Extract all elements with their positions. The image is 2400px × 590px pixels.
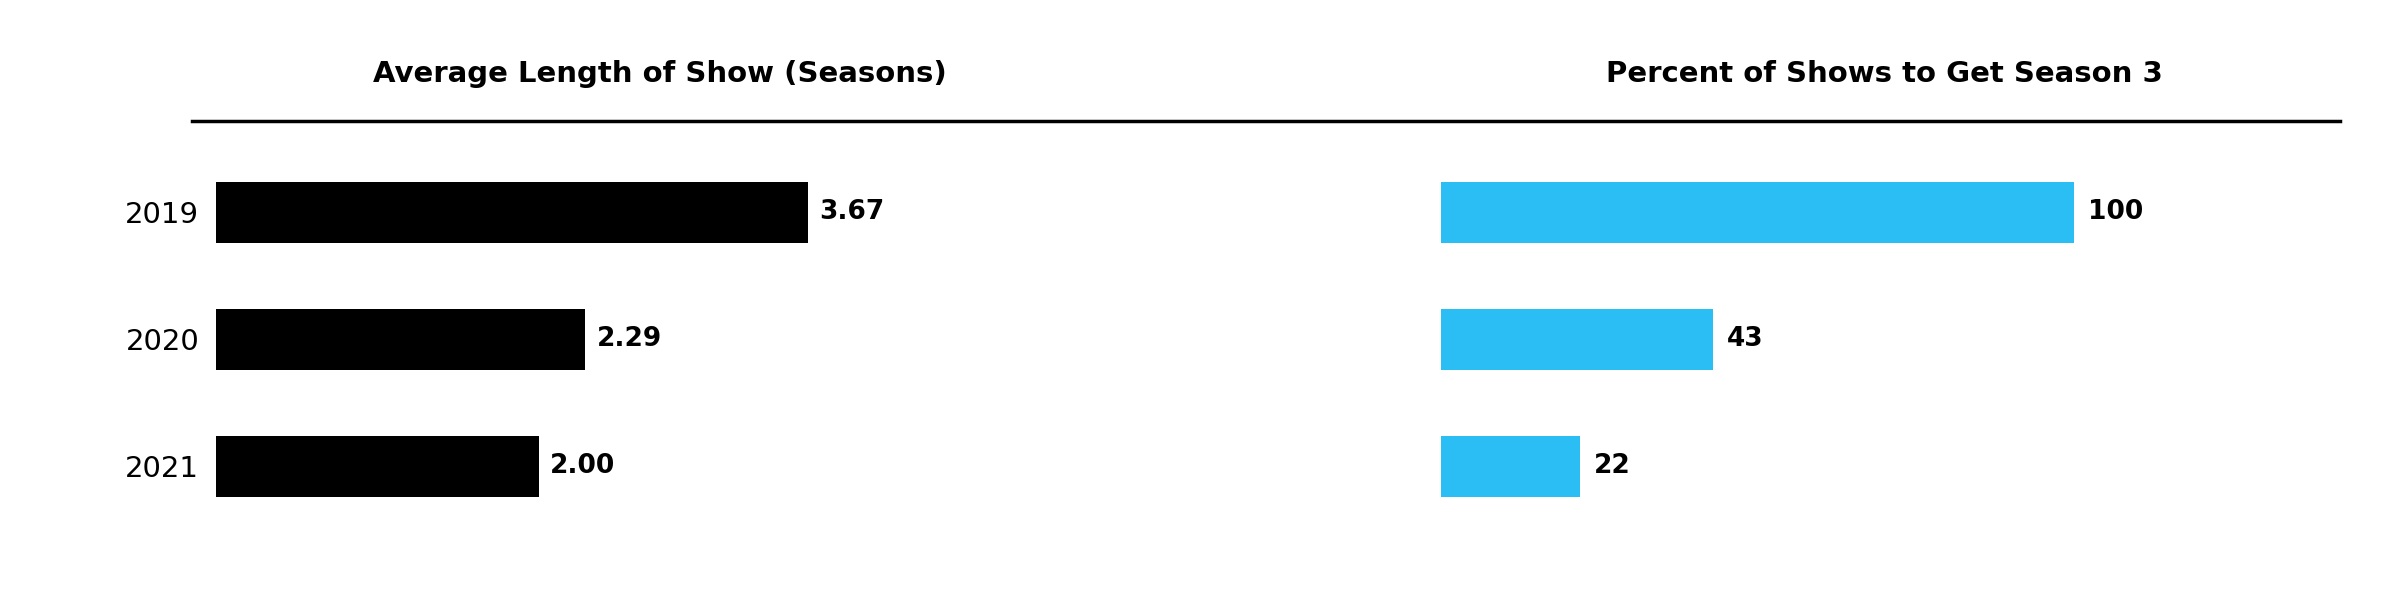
Text: Average Length of Show (Seasons): Average Length of Show (Seasons) bbox=[372, 61, 946, 88]
Bar bbox=[216, 182, 809, 242]
Text: 100: 100 bbox=[2088, 199, 2143, 225]
Bar bbox=[216, 436, 538, 497]
Text: 43: 43 bbox=[1728, 326, 1764, 352]
Bar bbox=[1440, 436, 1579, 497]
Text: 2.00: 2.00 bbox=[550, 453, 614, 479]
Text: 22: 22 bbox=[1594, 453, 1630, 479]
Bar bbox=[1440, 309, 1714, 370]
Bar bbox=[216, 309, 586, 370]
Bar bbox=[1440, 182, 2074, 242]
Text: 3.67: 3.67 bbox=[818, 199, 886, 225]
Text: Percent of Shows to Get Season 3: Percent of Shows to Get Season 3 bbox=[1606, 61, 2162, 88]
Text: 2.29: 2.29 bbox=[598, 326, 662, 352]
